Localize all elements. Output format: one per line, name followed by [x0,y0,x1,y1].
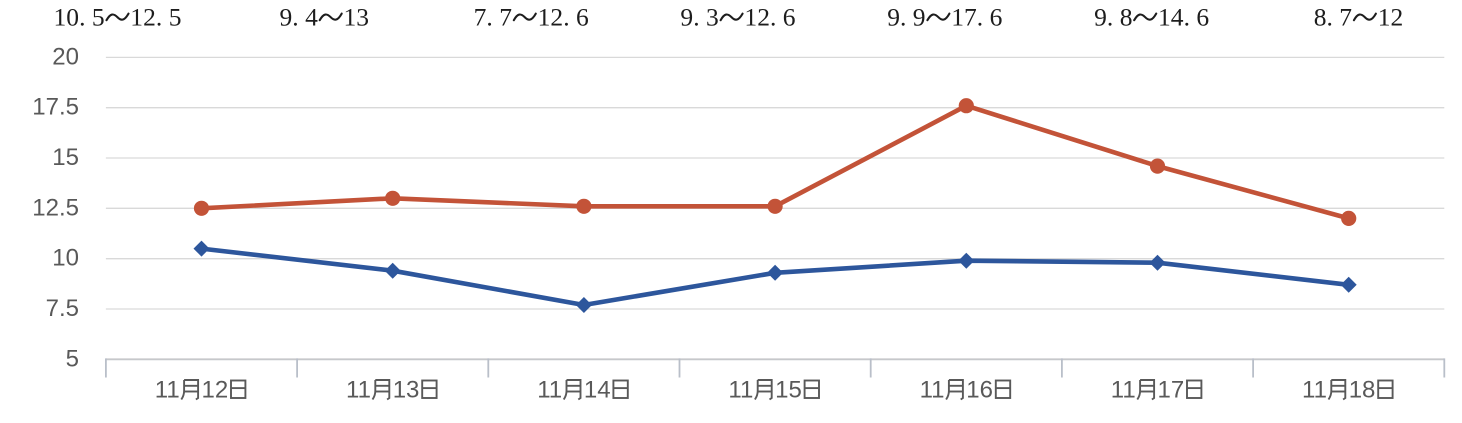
svg-text:.: . [770,3,776,32]
svg-text:.: . [977,3,983,32]
svg-text:5: 5 [169,3,182,32]
svg-text:1: 1 [130,3,143,32]
svg-text:1: 1 [1158,3,1171,32]
svg-text:9: 9 [280,3,293,32]
svg-text:1: 1 [344,3,357,32]
svg-text:7.5: 7.5 [46,295,79,322]
svg-text:11: 11 [1111,377,1136,404]
svg-text:6: 6 [576,3,589,32]
svg-text:.: . [693,3,699,32]
svg-text:15: 15 [52,144,79,171]
svg-text:.: . [1107,3,1113,32]
svg-text:15: 15 [775,377,802,404]
svg-text:2: 2 [143,3,156,32]
svg-text:9: 9 [680,3,693,32]
svg-text:14: 14 [584,377,611,404]
svg-text:5: 5 [66,345,79,372]
svg-text:20: 20 [52,43,79,70]
svg-text:.: . [292,3,298,32]
svg-text:13: 13 [393,377,420,404]
svg-text:6: 6 [1196,3,1209,32]
svg-text:7: 7 [1339,3,1352,32]
svg-text:7: 7 [474,3,487,32]
svg-text:7: 7 [964,3,977,32]
svg-text:18: 18 [1349,377,1376,404]
svg-text:11: 11 [346,377,371,404]
svg-text:11: 11 [155,377,180,404]
svg-text:5: 5 [92,3,105,32]
svg-text:11: 11 [537,377,562,404]
svg-text:9: 9 [1094,3,1107,32]
svg-text:6: 6 [990,3,1003,32]
svg-text:2: 2 [550,3,563,32]
svg-text:1: 1 [744,3,757,32]
svg-text:.: . [79,3,85,32]
svg-text:12.5: 12.5 [32,194,79,221]
svg-text:1: 1 [951,3,964,32]
svg-text:9: 9 [913,3,926,32]
svg-text:16: 16 [966,377,993,404]
svg-text:3: 3 [706,3,719,32]
svg-text:10: 10 [52,245,79,272]
svg-text:8: 8 [1314,3,1327,32]
svg-text:3: 3 [356,3,369,32]
svg-text:.: . [1327,3,1333,32]
svg-text:11: 11 [728,377,753,404]
svg-text:1: 1 [1378,3,1391,32]
svg-text:12: 12 [202,377,229,404]
svg-text:0: 0 [66,3,79,32]
svg-text:1: 1 [54,3,67,32]
svg-text:.: . [563,3,569,32]
svg-text:1: 1 [538,3,551,32]
svg-text:17.5: 17.5 [32,94,79,121]
svg-text:.: . [900,3,906,32]
svg-text:7: 7 [499,3,512,32]
svg-text:.: . [1184,3,1190,32]
svg-text:.: . [156,3,162,32]
svg-text:.: . [486,3,492,32]
svg-text:2: 2 [757,3,770,32]
svg-text:8: 8 [1120,3,1133,32]
svg-text:2: 2 [1391,3,1404,32]
svg-text:4: 4 [1171,3,1184,32]
svg-text:17: 17 [1158,377,1185,404]
svg-text:9: 9 [887,3,900,32]
svg-text:4: 4 [305,3,318,32]
svg-text:11: 11 [1302,377,1327,404]
svg-text:11: 11 [920,377,945,404]
svg-text:6: 6 [783,3,796,32]
